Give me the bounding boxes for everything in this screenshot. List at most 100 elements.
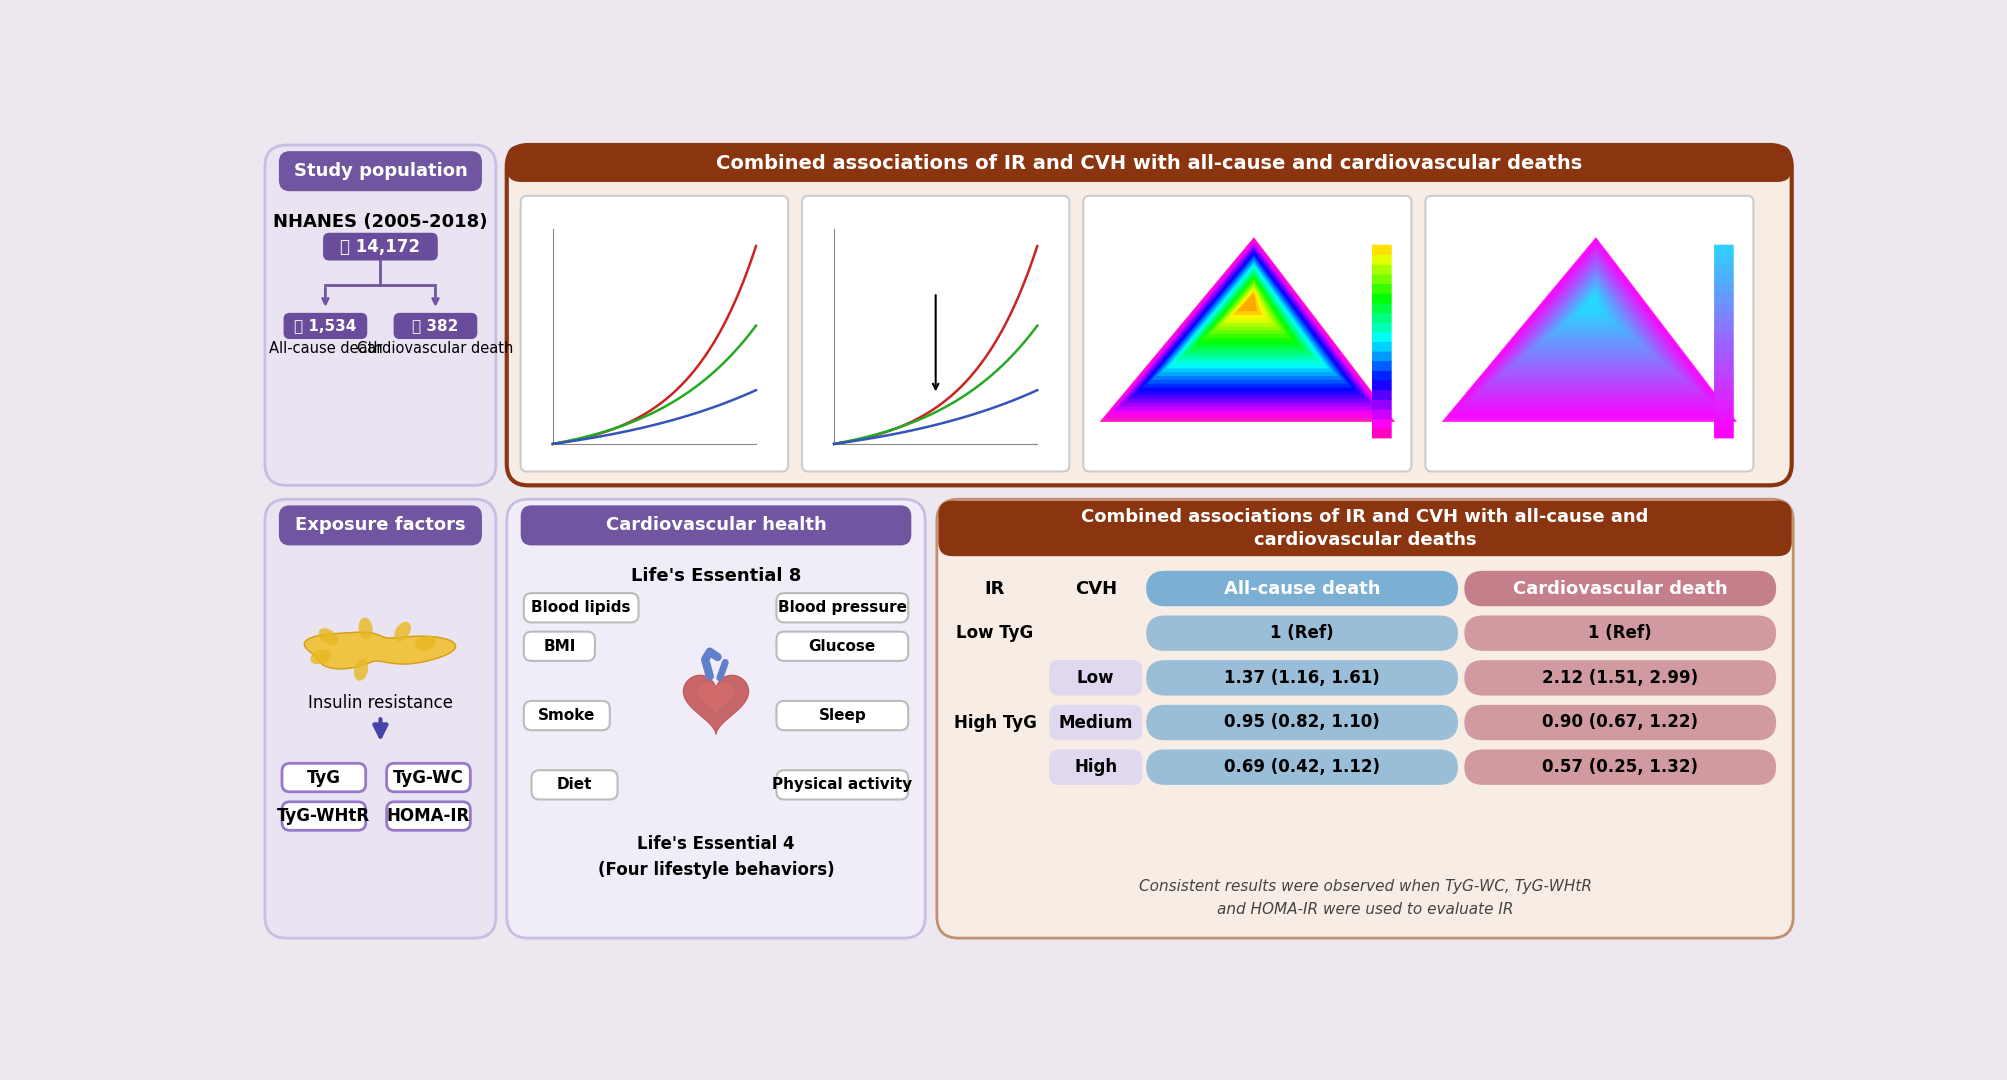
Text: HOMA-IR: HOMA-IR (387, 807, 470, 825)
FancyBboxPatch shape (1146, 750, 1457, 785)
Text: 1 (Ref): 1 (Ref) (1270, 624, 1333, 643)
Text: IR: IR (983, 580, 1006, 597)
Text: TyG: TyG (307, 769, 341, 786)
FancyBboxPatch shape (1371, 264, 1391, 274)
Text: CVH: CVH (1074, 580, 1116, 597)
FancyBboxPatch shape (1146, 705, 1457, 740)
FancyBboxPatch shape (1371, 399, 1391, 409)
Polygon shape (1469, 248, 1708, 399)
FancyBboxPatch shape (1371, 254, 1391, 265)
Polygon shape (1176, 268, 1319, 361)
Text: Exposure factors: Exposure factors (295, 516, 466, 535)
Polygon shape (1569, 288, 1608, 319)
FancyBboxPatch shape (1371, 332, 1391, 342)
Polygon shape (1190, 273, 1305, 349)
FancyBboxPatch shape (1714, 264, 1732, 274)
FancyBboxPatch shape (1714, 254, 1732, 265)
Polygon shape (1580, 293, 1598, 311)
Text: 0.57 (0.25, 1.32): 0.57 (0.25, 1.32) (1541, 758, 1698, 777)
FancyBboxPatch shape (1146, 660, 1457, 696)
FancyBboxPatch shape (1714, 428, 1732, 438)
Polygon shape (1132, 251, 1361, 395)
Polygon shape (1565, 287, 1614, 323)
Polygon shape (1118, 245, 1375, 406)
Polygon shape (1146, 256, 1347, 383)
Text: Glucose: Glucose (809, 638, 875, 653)
Polygon shape (1527, 271, 1650, 353)
FancyBboxPatch shape (1371, 273, 1391, 284)
FancyBboxPatch shape (1371, 380, 1391, 390)
Text: Combined associations of IR and CVH with all-cause and cardiovascular deaths: Combined associations of IR and CVH with… (716, 154, 1582, 173)
Polygon shape (1465, 246, 1712, 403)
Polygon shape (1170, 266, 1323, 365)
Text: Cardiovascular health: Cardiovascular health (606, 516, 827, 535)
Text: Medium: Medium (1058, 714, 1132, 731)
Text: NHANES (2005-2018): NHANES (2005-2018) (273, 213, 488, 231)
Text: Life's Essential 8: Life's Essential 8 (630, 567, 801, 585)
Polygon shape (1517, 268, 1660, 361)
Ellipse shape (319, 629, 337, 645)
FancyBboxPatch shape (1371, 293, 1391, 303)
Polygon shape (1222, 287, 1270, 323)
FancyBboxPatch shape (387, 801, 470, 831)
FancyBboxPatch shape (777, 593, 907, 622)
FancyBboxPatch shape (1371, 283, 1391, 294)
Text: 2.12 (1.51, 2.99): 2.12 (1.51, 2.99) (1541, 669, 1698, 687)
Polygon shape (1208, 281, 1284, 334)
Polygon shape (1194, 275, 1299, 346)
Text: Smoke: Smoke (538, 708, 596, 724)
Polygon shape (1559, 285, 1618, 326)
Polygon shape (1503, 262, 1674, 373)
Polygon shape (698, 684, 733, 713)
Polygon shape (1451, 241, 1726, 415)
FancyBboxPatch shape (393, 313, 478, 339)
FancyBboxPatch shape (1714, 399, 1732, 409)
Polygon shape (1441, 238, 1736, 422)
Polygon shape (1228, 288, 1266, 319)
FancyBboxPatch shape (279, 505, 482, 545)
FancyBboxPatch shape (524, 632, 594, 661)
FancyBboxPatch shape (1463, 705, 1776, 740)
Polygon shape (1511, 266, 1666, 365)
FancyBboxPatch shape (1371, 322, 1391, 333)
Polygon shape (1479, 253, 1698, 391)
Text: 0.69 (0.42, 1.12): 0.69 (0.42, 1.12) (1224, 758, 1379, 777)
Text: Low TyG: Low TyG (955, 624, 1034, 643)
FancyBboxPatch shape (1463, 750, 1776, 785)
Polygon shape (305, 632, 456, 669)
FancyBboxPatch shape (1714, 332, 1732, 342)
Text: Study population: Study population (293, 162, 468, 180)
FancyBboxPatch shape (1371, 245, 1391, 255)
Polygon shape (1545, 280, 1632, 338)
Polygon shape (1507, 264, 1670, 368)
FancyBboxPatch shape (1463, 616, 1776, 651)
Polygon shape (1184, 271, 1309, 353)
FancyBboxPatch shape (281, 764, 365, 792)
Ellipse shape (359, 618, 373, 639)
Text: Blood pressure: Blood pressure (777, 600, 907, 616)
FancyBboxPatch shape (1082, 195, 1411, 472)
Polygon shape (1122, 246, 1371, 403)
Text: Insulin resistance: Insulin resistance (307, 694, 454, 712)
FancyBboxPatch shape (1371, 370, 1391, 380)
Polygon shape (1142, 255, 1351, 388)
FancyBboxPatch shape (1371, 390, 1391, 400)
Polygon shape (1455, 243, 1722, 410)
FancyBboxPatch shape (265, 499, 496, 939)
Text: All-cause death: All-cause death (1222, 580, 1379, 597)
FancyBboxPatch shape (801, 195, 1070, 472)
FancyBboxPatch shape (283, 313, 367, 339)
Polygon shape (1152, 258, 1343, 380)
Text: Life's Essential 4
(Four lifestyle behaviors): Life's Essential 4 (Four lifestyle behav… (598, 835, 833, 879)
Polygon shape (1555, 283, 1622, 330)
FancyBboxPatch shape (279, 151, 482, 191)
Polygon shape (1138, 253, 1357, 391)
FancyBboxPatch shape (777, 770, 907, 799)
Polygon shape (1180, 270, 1313, 356)
FancyBboxPatch shape (281, 801, 365, 831)
Text: Cardiovascular death: Cardiovascular death (1511, 580, 1726, 597)
Polygon shape (1531, 273, 1646, 349)
FancyBboxPatch shape (1371, 408, 1391, 419)
Polygon shape (1497, 260, 1680, 376)
FancyBboxPatch shape (777, 632, 907, 661)
